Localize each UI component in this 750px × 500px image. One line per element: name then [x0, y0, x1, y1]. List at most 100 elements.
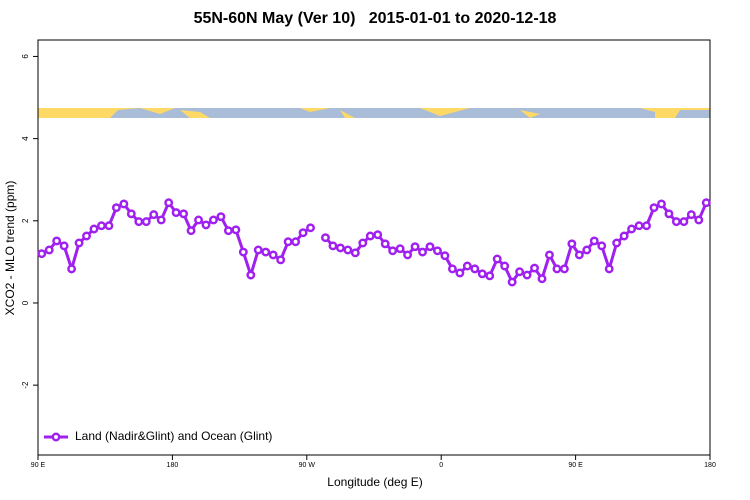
- data-point: [447, 264, 457, 274]
- data-point: [522, 270, 532, 280]
- data-point: [141, 217, 151, 227]
- data-point: [552, 264, 562, 274]
- data-point: [515, 267, 525, 277]
- data-point: [335, 243, 345, 253]
- legend-label: Land (Nadir&Glint) and Ocean (Glint): [75, 429, 272, 443]
- data-point: [701, 198, 711, 208]
- data-point: [111, 203, 121, 213]
- y-tick-label: 6: [21, 54, 30, 59]
- data-point: [52, 236, 62, 246]
- data-point: [433, 246, 442, 256]
- data-point: [500, 261, 510, 271]
- data-point: [418, 247, 427, 257]
- y-tick-label: 4: [21, 136, 30, 141]
- data-point: [649, 203, 659, 213]
- data-point: [597, 241, 607, 251]
- data-point: [268, 250, 278, 260]
- data-point: [657, 199, 666, 209]
- data-point: [604, 264, 614, 274]
- data-point: [156, 215, 166, 225]
- x-axis-label: Longitude (deg E): [327, 475, 422, 489]
- data-point: [470, 264, 480, 274]
- y-tick-label: 2: [21, 218, 30, 223]
- data-point: [126, 209, 136, 219]
- data-point: [462, 261, 472, 271]
- data-point: [261, 247, 271, 257]
- data-point: [164, 198, 174, 208]
- data-point: [477, 269, 487, 279]
- chart-title: 55N-60N May (Ver 10) 2015-01-01 to 2020-…: [194, 10, 557, 27]
- data-point: [455, 268, 465, 278]
- data-point: [291, 237, 301, 247]
- data-point: [231, 225, 241, 235]
- legend-swatch-point: [51, 432, 61, 442]
- data-point: [664, 209, 674, 219]
- data-point: [59, 241, 69, 251]
- data-point: [306, 223, 315, 233]
- data-point: [395, 244, 405, 254]
- data-point: [276, 255, 286, 265]
- plot-frame: [37, 39, 711, 456]
- data-point: [388, 246, 398, 256]
- x-tick-label: 90 W: [299, 462, 316, 469]
- x-tick-label: 90 E: [31, 462, 46, 469]
- data-point: [567, 239, 577, 249]
- data-point: [216, 212, 226, 222]
- data-point: [530, 263, 539, 273]
- data-point: [485, 271, 495, 281]
- data-point: [373, 230, 383, 240]
- data-point: [97, 221, 106, 231]
- data-point: [186, 226, 196, 236]
- data-point: [253, 245, 263, 255]
- data-point: [627, 224, 637, 234]
- data-point: [201, 220, 211, 230]
- data-point: [537, 274, 547, 284]
- y-tick-label: -2: [21, 381, 30, 389]
- data-point: [134, 217, 144, 227]
- data-point: [209, 215, 218, 225]
- data-point: [223, 226, 233, 236]
- data-point: [410, 242, 420, 252]
- x-tick-label: 180: [167, 462, 179, 469]
- y-tick-label: 0: [21, 300, 30, 305]
- data-point: [74, 238, 84, 248]
- x-tick-label: 90 E: [568, 462, 583, 469]
- data-point: [686, 210, 696, 220]
- data-point: [321, 233, 330, 243]
- data-point: [119, 199, 129, 209]
- data-point: [246, 270, 256, 280]
- data-point: [380, 239, 390, 249]
- land-ocean-strip: [38, 108, 710, 118]
- data-point: [425, 242, 435, 252]
- data-point: [440, 251, 450, 261]
- data-point: [283, 237, 293, 247]
- data-point: [574, 250, 584, 260]
- data-point: [171, 208, 181, 218]
- x-tick-label: 180: [704, 462, 716, 469]
- data-point: [238, 247, 248, 257]
- data-point: [679, 217, 689, 227]
- data-point: [358, 238, 368, 248]
- data-point: [403, 250, 413, 260]
- data-point: [350, 248, 360, 258]
- data-point: [671, 217, 681, 227]
- data-point: [89, 224, 99, 234]
- data-point: [694, 215, 704, 225]
- y-axis-label: XCO2 - MLO trend (ppm): [3, 181, 17, 316]
- data-point: [343, 245, 353, 255]
- data-point: [67, 264, 77, 274]
- data-point: [149, 210, 159, 220]
- data-point: [37, 249, 47, 259]
- data-point: [194, 215, 203, 225]
- data-point: [634, 221, 644, 231]
- data-point: [82, 231, 91, 241]
- data-point: [507, 277, 517, 287]
- x-tick-label: 0: [439, 462, 443, 469]
- data-point: [582, 245, 592, 255]
- data-point: [642, 221, 651, 231]
- data-point: [619, 231, 629, 241]
- data-point: [179, 209, 189, 219]
- data-point: [545, 250, 554, 260]
- data-point: [44, 245, 54, 255]
